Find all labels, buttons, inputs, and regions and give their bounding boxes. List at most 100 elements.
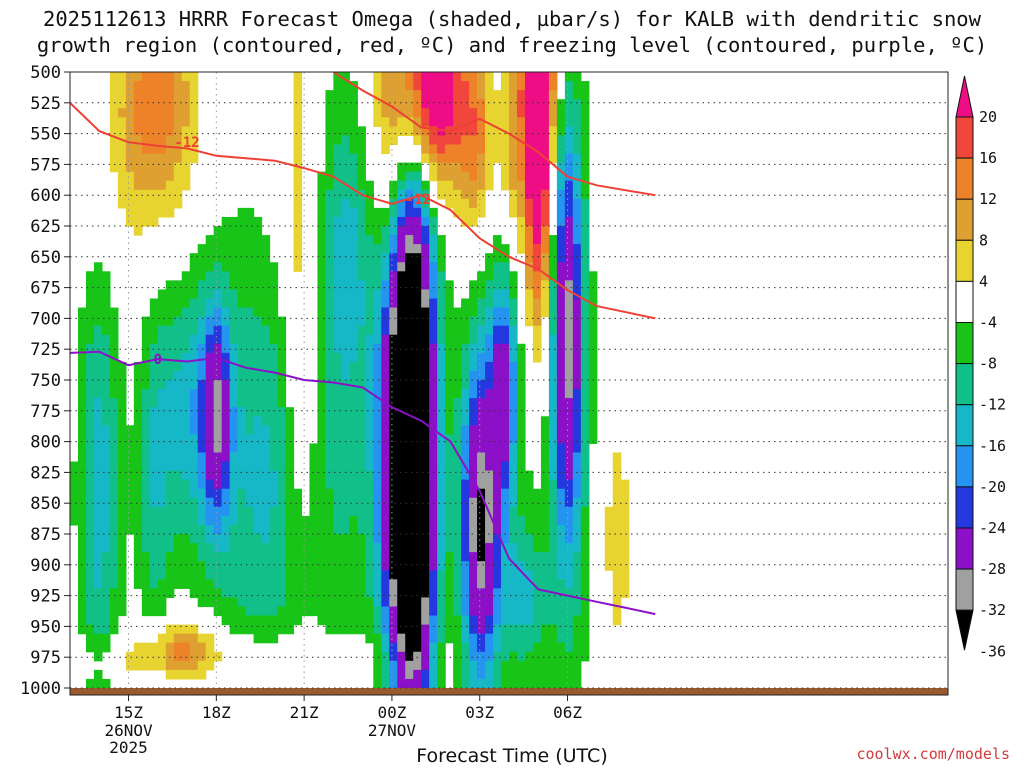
omega-cell [341, 352, 350, 363]
omega-cell [381, 651, 390, 662]
omega-cell [556, 416, 566, 426]
omega-cell [580, 633, 590, 644]
omega-cell [101, 389, 111, 399]
omega-cell [532, 171, 542, 182]
omega-cell [349, 425, 358, 435]
omega-cell [205, 642, 215, 653]
omega-cell [333, 72, 342, 82]
omega-cell [540, 552, 550, 562]
omega-cell [477, 425, 486, 435]
omega-cell [501, 117, 510, 127]
omega-cell [357, 579, 366, 589]
omega-cell [237, 606, 247, 617]
omega-cell [245, 515, 255, 526]
omega-cell [93, 380, 103, 390]
omega-cell [341, 615, 350, 626]
omega-cell [165, 180, 175, 191]
omega-cell [524, 642, 534, 653]
omega-cell [293, 207, 303, 218]
omega-cell [141, 425, 151, 435]
omega-cell [277, 461, 287, 472]
omega-cell [181, 552, 191, 562]
omega-cell [325, 398, 334, 408]
omega-cell [389, 624, 398, 635]
omega-cell [429, 660, 438, 671]
omega-cell [469, 99, 478, 109]
omega-cell [381, 117, 390, 127]
omega-cell [205, 298, 215, 309]
omega-cell [477, 561, 486, 571]
omega-cell [548, 606, 558, 617]
omega-cell [181, 108, 191, 118]
omega-cell [165, 90, 175, 100]
omega-cell [205, 497, 215, 508]
omega-cell [556, 289, 566, 300]
omega-cell [405, 226, 414, 236]
omega-cell [317, 235, 327, 245]
omega-cell [373, 271, 382, 281]
omega-cell [524, 126, 534, 137]
omega-cell [253, 343, 263, 354]
omega-cell [325, 180, 334, 191]
omega-cell [237, 597, 247, 608]
omega-cell [157, 81, 167, 91]
omega-cell [149, 443, 159, 454]
omega-cell [580, 361, 590, 372]
omega-cell [548, 361, 558, 372]
omega-cell [524, 262, 534, 272]
omega-cell [165, 316, 175, 327]
omega-cell [389, 497, 398, 508]
omega-cell [189, 325, 199, 336]
omega-cell [540, 126, 550, 137]
omega-cell [221, 416, 231, 426]
omega-cell [397, 597, 406, 608]
omega-cell [301, 552, 311, 562]
omega-cell [381, 389, 390, 399]
omega-cell [389, 678, 398, 689]
omega-cell [197, 325, 207, 336]
omega-cell [381, 534, 390, 544]
omega-cell [141, 642, 151, 653]
omega-cell [501, 361, 510, 372]
dgz-contour-line [332, 72, 656, 197]
omega-cell [213, 515, 223, 526]
omega-cell [229, 398, 239, 408]
omega-cell [429, 289, 438, 300]
omega-cell [373, 207, 382, 218]
omega-cell [389, 579, 398, 589]
omega-cell [389, 180, 398, 191]
omega-cell [181, 334, 191, 345]
omega-cell [141, 488, 151, 499]
omega-cell [221, 452, 231, 463]
omega-cell [509, 597, 518, 608]
omega-cell [509, 497, 518, 508]
omega-cell [373, 561, 382, 571]
omega-cell [397, 307, 406, 318]
omega-cell [277, 552, 287, 562]
omega-cell [532, 343, 542, 354]
omega-cell [437, 479, 446, 490]
omega-cell [461, 398, 470, 408]
omega-cell [540, 669, 550, 680]
omega-cell [580, 561, 590, 571]
omega-cell [277, 343, 287, 354]
omega-cell [572, 81, 582, 91]
omega-cell [493, 579, 502, 589]
omega-cell [413, 72, 422, 82]
omega-cell [205, 561, 215, 571]
omega-cell [580, 126, 590, 137]
omega-cell [485, 153, 494, 164]
omega-cell [141, 570, 151, 580]
omega-cell [532, 108, 542, 118]
omega-cell [285, 497, 295, 508]
omega-cell [317, 398, 327, 408]
omega-cell [421, 579, 430, 589]
omega-cell [501, 108, 510, 118]
omega-cell [181, 515, 191, 526]
omega-cell [317, 479, 327, 490]
omega-cell [501, 407, 510, 417]
omega-cell [237, 497, 247, 508]
omega-cell [540, 660, 550, 671]
omega-cell [189, 280, 199, 291]
omega-cell [293, 180, 303, 191]
